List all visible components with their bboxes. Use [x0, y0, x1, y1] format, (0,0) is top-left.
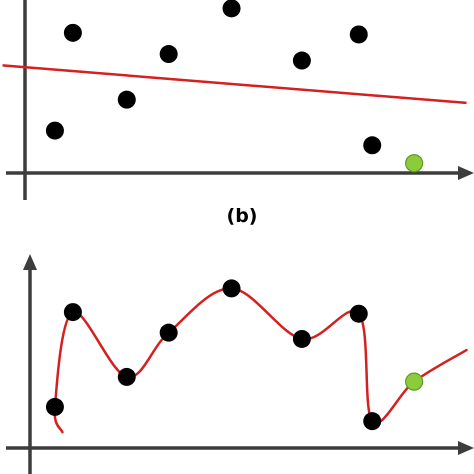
bottom-x-axis-arrow	[458, 441, 474, 455]
top-x-axis-arrow	[458, 166, 474, 180]
bottom-data-points	[45, 279, 424, 431]
bottom-data-point-4	[222, 279, 241, 298]
bottom-data-point-1	[63, 303, 82, 322]
top-data-point-5	[292, 51, 311, 70]
top-regression-line	[2, 64, 467, 105]
bottom-data-point-7	[363, 412, 382, 431]
top-data-point-6	[349, 25, 368, 44]
bottom-data-point-3	[159, 323, 178, 342]
bottom-data-point-5	[292, 329, 311, 348]
top-data-point-4	[222, 0, 241, 18]
bottom-axes	[6, 254, 474, 474]
panel-label-b: (b)	[227, 205, 258, 227]
top-data-point-0	[45, 121, 64, 140]
top-data-point-7	[363, 136, 382, 155]
top-fit-line	[2, 64, 467, 105]
bottom-panel	[6, 254, 474, 474]
top-panel	[2, 0, 474, 200]
top-data-point-3	[159, 45, 178, 64]
top-data-points	[45, 0, 424, 173]
bottom-data-point-0	[45, 397, 64, 416]
bottom-y-axis-arrow	[23, 254, 37, 270]
top-axes	[6, 0, 474, 200]
bottom-data-point-6	[349, 304, 368, 323]
top-data-point-1	[63, 23, 82, 42]
top-data-point-2	[117, 90, 136, 109]
top-test-point-0	[405, 154, 424, 173]
bottom-test-point-0	[405, 372, 424, 391]
bottom-data-point-2	[117, 367, 136, 386]
